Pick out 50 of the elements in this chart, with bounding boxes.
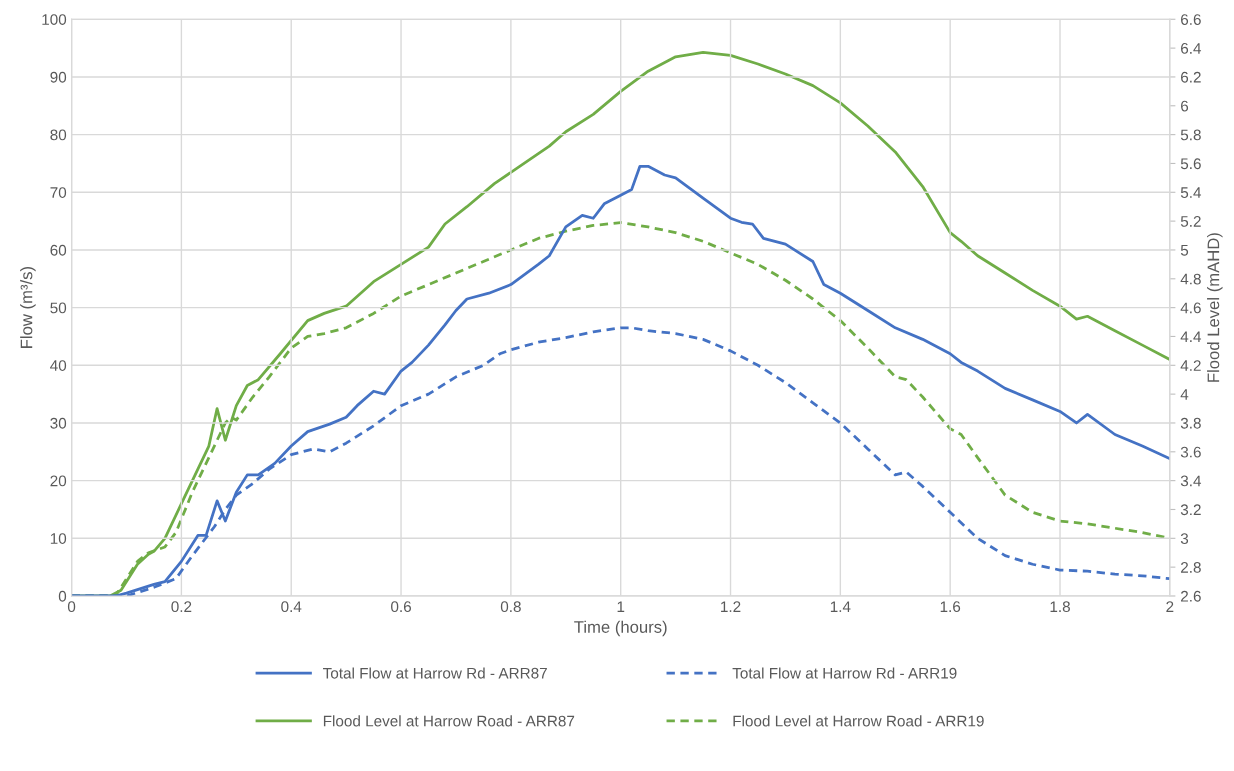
legend-label: Total Flow at Harrow Rd - ARR87	[323, 667, 547, 679]
legend-label: Flood Level at Harrow Road - ARR19	[733, 715, 984, 727]
y2-tick-label: 6	[1181, 100, 1189, 112]
x-tick-label: 0	[67, 601, 76, 613]
y2-tick-label: 4.4	[1180, 331, 1202, 342]
x-tick-label: 1.2	[721, 601, 741, 612]
y-tick-label: 100	[42, 14, 67, 25]
y2-tick-label: 3.2	[1180, 504, 1201, 516]
x-tick-label: 0.2	[171, 601, 192, 613]
y-tick-label: 40	[50, 360, 67, 371]
y2-tick-label: 5	[1180, 244, 1189, 256]
y-tick-label: 30	[50, 417, 67, 429]
y-axis-title: Flow (m³/s)	[20, 267, 36, 348]
y2-tick-label: 5.2	[1180, 215, 1201, 227]
x-axis-title: Time (hours)	[574, 620, 667, 637]
y2-tick-label: 5.6	[1180, 158, 1201, 170]
y2-tick-label: 5.4	[1180, 187, 1202, 198]
x-tick-label: 1.6	[940, 601, 961, 613]
y2-tick-label: 3.6	[1180, 446, 1201, 458]
x-tick-label: 0.8	[500, 601, 521, 613]
y2-tick-label: 3.4	[1180, 475, 1202, 487]
y2-tick-label: 2.6	[1181, 590, 1201, 602]
x-tick-label: 2	[1166, 601, 1174, 612]
y2-tick-label: 6.2	[1181, 71, 1201, 83]
y2-tick-label: 3	[1180, 533, 1189, 544]
y-tick-label: 90	[50, 71, 67, 83]
y2-tick-label: 4.8	[1180, 273, 1201, 285]
y-tick-label: 0	[58, 590, 67, 602]
x-tick-label: 1.4	[830, 601, 851, 612]
y2-tick-label: 6.6	[1181, 14, 1201, 25]
y2-tick-label: 4	[1180, 389, 1189, 400]
y-tick-label: 80	[50, 129, 67, 141]
y-tick-label: 20	[50, 475, 67, 487]
x-tick-label: 0.4	[281, 601, 302, 613]
y-tick-label: 60	[50, 244, 67, 256]
legend-label: Flood Level at Harrow Road - ARR87	[323, 715, 575, 727]
y2-tick-label: 3.8	[1180, 417, 1201, 429]
x-tick-label: 1	[617, 601, 625, 612]
y2-tick-label: 4.2	[1180, 360, 1201, 371]
y2-axis-title: Flood Level (mAHD)	[1207, 233, 1223, 382]
legend-label: Total Flow at Harrow Rd - ARR19	[732, 667, 957, 679]
y-tick-label: 10	[50, 533, 67, 544]
y-tick-label: 70	[50, 187, 67, 198]
x-tick-label: 0.6	[391, 601, 411, 613]
y2-tick-label: 2.8	[1181, 562, 1201, 573]
y2-tick-label: 5.8	[1180, 129, 1201, 141]
x-tick-label: 1.8	[1050, 601, 1070, 613]
y-tick-label: 50	[50, 302, 67, 314]
y2-tick-label: 6.4	[1181, 42, 1202, 54]
y2-tick-label: 4.6	[1180, 302, 1201, 314]
